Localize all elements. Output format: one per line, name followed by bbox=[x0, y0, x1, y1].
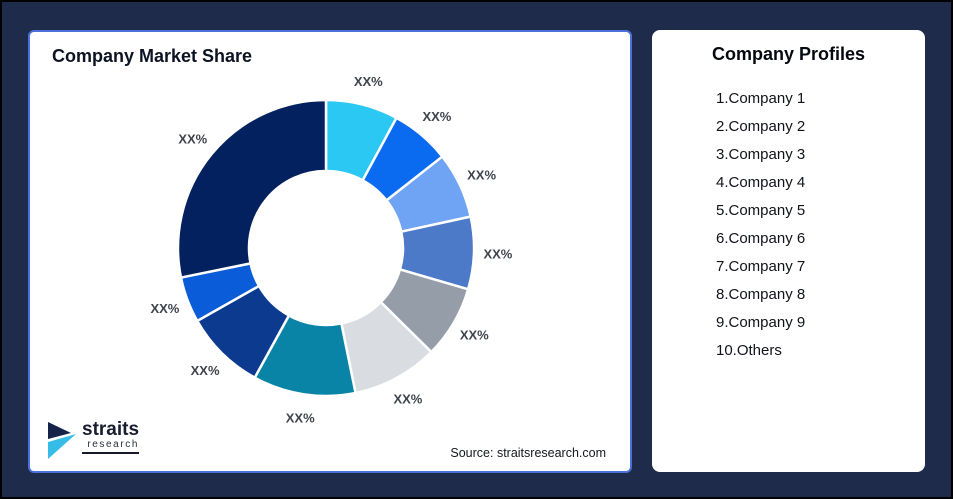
company-list-item: 9.Company 9 bbox=[716, 314, 806, 331]
company-list: 1.Company 1 2.Company 2 3.Company 3 4.Co… bbox=[716, 91, 925, 359]
company-list-item: 2.Company 2 bbox=[716, 118, 806, 135]
company-list-item: 10.Others bbox=[716, 342, 782, 359]
company-list-item: 7.Company 7 bbox=[716, 258, 806, 275]
company-list-item: 4.Company 4 bbox=[716, 174, 806, 191]
donut-segment-label: XX% bbox=[178, 132, 207, 147]
company-list-item: 6.Company 6 bbox=[716, 230, 806, 247]
donut-segment-label: XX% bbox=[483, 246, 512, 261]
donut-segment-label: XX% bbox=[460, 328, 489, 343]
logo-name: straits bbox=[82, 419, 140, 440]
donut-segment-label: XX% bbox=[422, 109, 451, 124]
donut-segment-label: XX% bbox=[393, 392, 422, 407]
straits-logo-icon bbox=[48, 422, 76, 459]
straits-research-logo: straits research bbox=[48, 419, 140, 459]
donut-segment-label: XX% bbox=[150, 301, 179, 316]
donut-segment bbox=[176, 98, 328, 279]
logo-text: straits research bbox=[82, 419, 140, 454]
market-share-card: Company Market Share XX% XX% XX% XX% XX% XX% X… bbox=[28, 30, 632, 473]
profiles-title: Company Profiles bbox=[711, 44, 866, 64]
company-list-item: 5.Company 5 bbox=[716, 202, 806, 219]
source-text: Source: straitsresearch.com bbox=[450, 446, 606, 460]
company-profiles-card: Company Profiles 1.Company 1 2.Company 2… bbox=[652, 30, 925, 472]
donut-segment-label: XX% bbox=[191, 363, 220, 378]
company-list-item: 3.Company 3 bbox=[716, 146, 806, 163]
market-share-donut-chart: XX% XX% XX% XX% XX% XX% XX% XX% XX% XX% bbox=[150, 74, 512, 426]
donut-segment-label: XX% bbox=[467, 167, 496, 182]
logo-subtitle: research bbox=[82, 439, 140, 454]
chart-title: Company Market Share bbox=[52, 46, 253, 66]
company-list-item: 8.Company 8 bbox=[716, 286, 806, 303]
donut-segment-label: XX% bbox=[354, 74, 383, 89]
donut-segment-label: XX% bbox=[286, 411, 315, 426]
company-list-item: 1.Company 1 bbox=[716, 90, 806, 107]
